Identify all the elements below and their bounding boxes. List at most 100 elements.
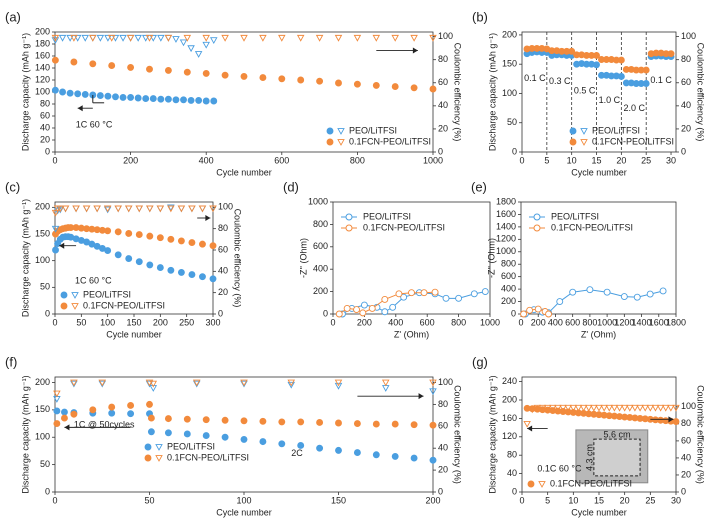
point: [172, 96, 180, 104]
point: [620, 293, 628, 301]
y2-tick-label: 60: [438, 421, 448, 431]
point: [147, 428, 155, 436]
panel-label: (e): [471, 179, 487, 194]
point: [157, 34, 165, 42]
point: [240, 72, 248, 80]
point: [51, 56, 59, 64]
y-tick-label: 100: [35, 86, 50, 96]
point: [615, 404, 624, 412]
point: [636, 404, 644, 412]
y-tick-label: 150: [502, 59, 517, 69]
point: [111, 34, 120, 42]
point: [72, 205, 80, 213]
point: [149, 385, 158, 392]
arrow-head: [668, 416, 674, 423]
panel: (b)0 5 10 15 20 25 30050100150200020406080100C…: [472, 9, 706, 177]
y-tick-label: 160: [502, 413, 517, 423]
x-axis-label: Cycle number: [571, 167, 627, 177]
point: [103, 205, 112, 213]
panel: (e)0 200 400 600 800 100012001400160018000200…: [471, 179, 686, 339]
x-tick-label: 0: [518, 317, 523, 327]
point: [221, 34, 229, 42]
legend-marker: [580, 128, 588, 135]
y-tick-label: 1800: [496, 196, 516, 206]
point: [556, 298, 564, 306]
y-tick-label: 50: [40, 282, 50, 292]
point: [52, 246, 59, 254]
point: [192, 379, 201, 387]
inset-sample: [593, 438, 641, 477]
point: [98, 380, 107, 388]
point: [59, 88, 67, 96]
point: [381, 379, 390, 387]
annotation: 0.1 C: [524, 73, 546, 83]
legend-marker: [345, 213, 353, 221]
legend-marker: [345, 224, 353, 232]
y-axis-label: Discharge capacity (mAh g⁻¹): [20, 375, 30, 493]
y-tick-label: 50: [40, 459, 50, 469]
x-tick-label: 100: [236, 495, 251, 505]
y-axis-label: Discharge capacity (mAh g⁻¹): [487, 375, 497, 493]
point: [569, 404, 578, 412]
point: [93, 205, 101, 213]
y2-tick-label: 80: [218, 223, 228, 233]
point: [81, 34, 90, 42]
point: [410, 421, 418, 429]
point: [167, 266, 175, 274]
plot-frame: [54, 201, 214, 315]
y-tick-label: 400: [501, 283, 516, 293]
legend-marker: [569, 127, 577, 135]
point: [96, 92, 104, 100]
point: [584, 404, 593, 412]
x-tick-label: 5: [544, 155, 549, 165]
y-tick-label: 50: [507, 117, 517, 127]
legend-label: PEO/LiTFSI: [83, 289, 131, 299]
y2-tick-label: 20: [438, 464, 448, 474]
panel-label: (c): [5, 179, 20, 194]
y-tick-label: 600: [313, 241, 328, 251]
y2-tick-label: 0: [438, 146, 443, 156]
legend-marker: [144, 443, 152, 451]
point: [146, 261, 154, 269]
point: [51, 86, 59, 94]
x-tick-label: 1400: [632, 317, 652, 327]
legend-marker: [71, 292, 79, 299]
y-tick-label: 140: [35, 62, 50, 72]
legend-marker: [527, 480, 535, 488]
annotation: 1C @ 50cycles: [74, 420, 135, 430]
point: [66, 34, 74, 42]
point: [278, 34, 286, 42]
point: [70, 34, 78, 42]
legend-label: PEO/LiTFSI: [349, 125, 397, 135]
point: [107, 34, 116, 42]
point: [104, 247, 112, 254]
x-tick-label: 25: [645, 495, 655, 505]
panel: (c)0 50 100 150 200 250 3000501001502000204060…: [5, 179, 243, 339]
panel: (a)0 200 400 600 800 100002040608010012014016…: [5, 9, 463, 177]
legend-marker: [337, 128, 345, 135]
panel-label: (f): [5, 354, 17, 369]
y2-tick-label: 60: [218, 244, 228, 254]
x-tick-label: 800: [582, 317, 597, 327]
point: [410, 84, 418, 92]
point: [391, 420, 399, 428]
point: [209, 275, 217, 283]
panel-label: (a): [5, 9, 21, 24]
point: [156, 205, 165, 213]
point: [520, 310, 528, 318]
point: [278, 75, 286, 83]
arrow-head: [205, 215, 211, 221]
point: [545, 310, 553, 318]
point: [60, 408, 68, 416]
legend-label: PEO/LiTFSI: [363, 211, 411, 221]
legend-label: 0.1FCN-PEO/LiTFSI: [363, 222, 445, 232]
point: [179, 39, 188, 47]
legend-label: PEO/LiTFSI: [551, 211, 599, 221]
x-tick-label: 800: [451, 317, 466, 327]
point: [70, 380, 78, 388]
y-tick-label: 0: [323, 308, 328, 318]
arrow-head: [527, 425, 533, 432]
point: [127, 402, 135, 409]
point: [455, 294, 463, 302]
point: [82, 205, 91, 213]
